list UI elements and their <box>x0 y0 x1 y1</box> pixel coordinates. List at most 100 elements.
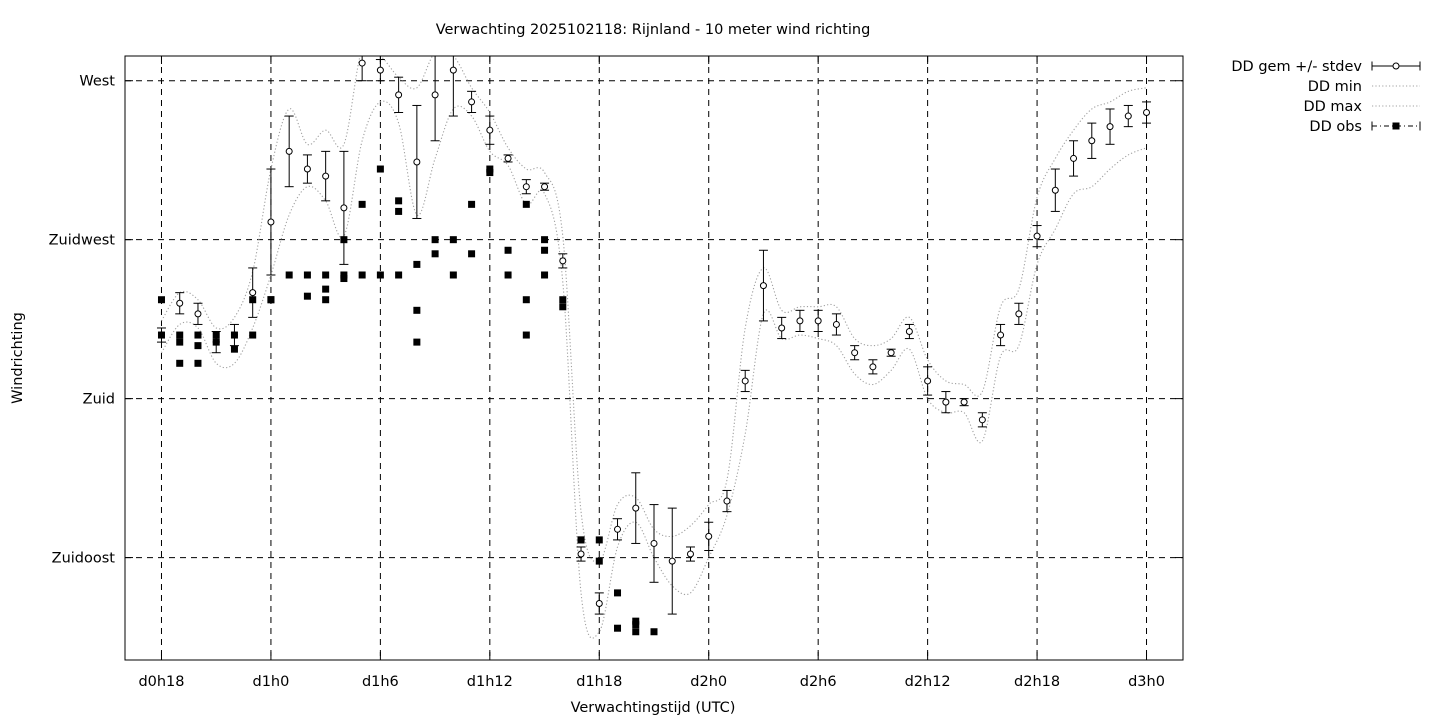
obs-point <box>194 331 202 339</box>
mean-point <box>1088 137 1096 145</box>
x-tick-label: d2h0 <box>690 674 727 690</box>
mean-point <box>541 183 549 191</box>
mean-point <box>176 299 184 307</box>
x-tick-label: d2h6 <box>800 674 837 690</box>
obs-point <box>285 271 293 279</box>
obs-point <box>395 197 403 205</box>
mean-point <box>1051 186 1059 194</box>
obs-point <box>632 628 640 636</box>
x-tick-label: d1h12 <box>467 674 513 690</box>
obs-point <box>541 236 549 244</box>
mean-point <box>340 204 348 212</box>
plot-frame <box>124 55 1184 661</box>
mean-point <box>577 550 585 558</box>
y-tick-label: Zuidoost <box>52 551 116 567</box>
mean-point <box>285 147 293 155</box>
legend-swatch-marker <box>1392 122 1400 130</box>
mean-point <box>832 320 840 328</box>
obs-point <box>541 271 549 279</box>
x-tick-label: d1h0 <box>253 674 290 690</box>
obs-point <box>486 169 494 177</box>
mean-point <box>869 363 877 371</box>
series-line-dd-max <box>161 56 1147 563</box>
legend-label: DD gem +/- stdev <box>1231 59 1362 75</box>
obs-point <box>212 331 220 339</box>
y-tick-label: Zuid <box>83 392 115 408</box>
mean-point <box>559 257 567 265</box>
x-axis-label: Verwachtingstijd (UTC) <box>571 700 736 716</box>
mean-point <box>1124 112 1132 120</box>
obs-point <box>322 271 330 279</box>
obs-point <box>194 342 202 350</box>
obs-point <box>395 271 403 279</box>
mean-point <box>522 183 530 191</box>
mean-point <box>741 377 749 385</box>
obs-point <box>614 589 622 597</box>
legend: DD gem +/- stdev DD min DD max DD obs <box>1231 59 1421 135</box>
obs-point <box>340 271 348 279</box>
mean-point <box>194 310 202 318</box>
mean-point <box>887 349 895 357</box>
obs-point <box>230 331 238 339</box>
obs-point <box>413 338 421 346</box>
mean-point <box>668 557 676 565</box>
y-tick-label: Zuidwest <box>49 233 116 249</box>
mean-point <box>705 532 713 540</box>
obs-point <box>486 165 494 173</box>
mean-point <box>413 158 421 166</box>
y-tick-label: West <box>79 74 115 90</box>
obs-point <box>157 296 165 304</box>
ticks: d0h18 d1h0 d1h6 d1h12 d1h18 d2h0 d2h6 d2h12 d2h1… <box>49 56 1183 690</box>
series-clipped <box>156 56 1152 639</box>
obs-point <box>449 271 457 279</box>
mean-point <box>1033 232 1041 240</box>
obs-point <box>577 536 585 544</box>
mean-point <box>1143 109 1151 117</box>
mean-point <box>924 377 932 385</box>
mean-point <box>486 126 494 134</box>
mean-point <box>614 525 622 533</box>
obs-point <box>559 296 567 304</box>
obs-point <box>595 536 603 544</box>
mean-point <box>814 317 822 325</box>
mean-point <box>395 91 403 99</box>
obs-point <box>176 338 184 346</box>
obs-point <box>267 296 275 304</box>
mean-point <box>905 328 913 336</box>
x-tick-label: d1h6 <box>362 674 399 690</box>
obs-point <box>559 303 567 311</box>
x-tick-label: d3h0 <box>1128 674 1165 690</box>
mean-point <box>960 398 968 406</box>
mean-point <box>267 218 275 226</box>
obs-point <box>358 271 366 279</box>
obs-point <box>358 200 366 208</box>
obs-point <box>303 271 311 279</box>
series-layer <box>156 56 1152 639</box>
mean-point <box>595 599 603 607</box>
obs-point <box>376 165 384 173</box>
obs-point <box>249 296 257 304</box>
mean-point <box>1070 154 1078 162</box>
x-tick-label: d2h18 <box>1014 674 1060 690</box>
mean-point <box>449 66 457 74</box>
obs-point <box>249 331 257 339</box>
legend-swatch-marker <box>1392 62 1400 70</box>
obs-point <box>212 338 220 346</box>
mean-point <box>303 165 311 173</box>
legend-label: DD max <box>1303 99 1362 115</box>
legend-label: DD obs <box>1309 119 1362 135</box>
obs-point <box>522 331 530 339</box>
legend-label: DD min <box>1308 79 1362 95</box>
obs-point <box>194 359 202 367</box>
mean-point <box>249 289 257 297</box>
mean-point <box>778 324 786 332</box>
obs-point <box>322 285 330 293</box>
obs-point <box>176 359 184 367</box>
obs-point <box>340 275 348 283</box>
x-tick-label: d2h12 <box>905 674 951 690</box>
obs-point <box>541 246 549 254</box>
obs-point <box>230 345 238 353</box>
mean-point <box>942 398 950 406</box>
obs-point <box>449 236 457 244</box>
